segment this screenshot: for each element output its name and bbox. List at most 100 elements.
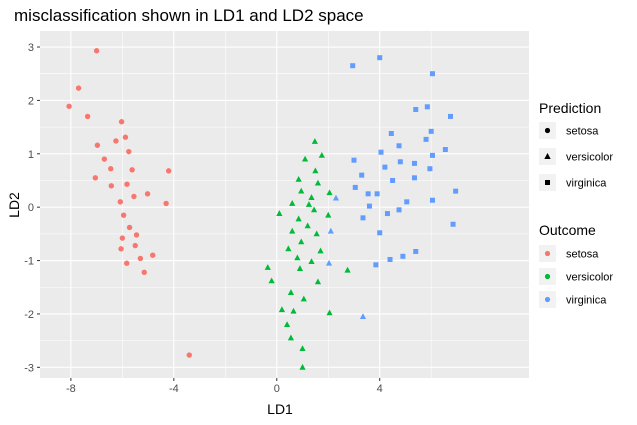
point-versicolor-pred-versicolor bbox=[300, 295, 307, 302]
point-setosa-pred-setosa bbox=[94, 142, 101, 148]
point-virginica-pred-virginica bbox=[423, 136, 429, 142]
point-versicolor-pred-versicolor bbox=[298, 187, 305, 194]
point-setosa-pred-setosa bbox=[101, 156, 108, 162]
point-versicolor-pred-versicolor bbox=[313, 230, 320, 237]
legend-outcome-label-virginica: virginica bbox=[566, 295, 607, 307]
point-setosa-pred-setosa bbox=[144, 191, 151, 197]
point-setosa-pred-setosa bbox=[131, 193, 137, 200]
point-virginica-pred-virginica bbox=[413, 248, 419, 254]
x-tick-label: 4 bbox=[377, 383, 383, 395]
point-setosa-pred-setosa bbox=[129, 167, 135, 173]
point-virginica-pred-virginica bbox=[400, 253, 406, 259]
x-tick-label: -8 bbox=[66, 383, 76, 395]
point-virginica-pred-virginica bbox=[450, 221, 456, 227]
point-virginica-pred-virginica bbox=[429, 71, 435, 77]
point-versicolor-pred-versicolor bbox=[314, 278, 322, 285]
point-virginica-pred-virginica bbox=[374, 191, 380, 197]
point-versicolor-pred-versicolor bbox=[299, 363, 306, 370]
point-virginica-pred-virginica bbox=[387, 256, 393, 262]
point-setosa-pred-setosa bbox=[126, 224, 133, 231]
point-virginica-pred-virginica bbox=[411, 160, 417, 166]
point-virginica-pred-virginica bbox=[429, 197, 435, 203]
point-virginica-pred-virginica bbox=[448, 113, 454, 119]
point-virginica-pred-virginica bbox=[404, 199, 410, 205]
y-tick-label: -3 bbox=[24, 362, 34, 374]
point-setosa-pred-setosa bbox=[118, 246, 124, 252]
point-versicolor-pred-versicolor bbox=[285, 245, 292, 252]
point-virginica-pred-virginica bbox=[390, 177, 396, 183]
point-versicolor-pred-versicolor bbox=[304, 222, 311, 229]
point-versicolor-pred-versicolor bbox=[295, 215, 302, 222]
point-virginica-pred-virginica bbox=[384, 211, 390, 217]
point-versicolor-pred-versicolor bbox=[301, 155, 309, 162]
point-setosa-pred-setosa bbox=[108, 183, 114, 189]
x-axis-title: LD1 bbox=[267, 401, 293, 417]
point-virginica-pred-virginica bbox=[373, 262, 379, 268]
point-versicolor-pred-versicolor bbox=[289, 227, 296, 234]
legend-triangle-icon bbox=[544, 153, 551, 159]
point-versicolor-pred-versicolor bbox=[308, 258, 315, 265]
point-virginica-pred-virginica bbox=[382, 164, 388, 170]
point-setosa-pred-setosa bbox=[118, 119, 125, 125]
legend-prediction-title: Prediction bbox=[539, 100, 601, 116]
point-setosa-pred-setosa bbox=[165, 168, 172, 174]
x-tick-label: 0 bbox=[274, 383, 280, 395]
point-versicolor-pred-versicolor bbox=[311, 138, 318, 144]
legend-outcome-label-setosa: setosa bbox=[566, 249, 599, 261]
point-setosa-pred-setosa bbox=[124, 181, 130, 187]
point-virginica-pred-virginica bbox=[427, 166, 433, 172]
point-setosa-pred-setosa bbox=[137, 255, 144, 262]
point-virginica-pred-virginica bbox=[388, 130, 394, 136]
point-virginica-pred-virginica bbox=[396, 143, 402, 149]
point-virginica-pred-virginica bbox=[350, 63, 356, 69]
point-versicolor-pred-versicolor bbox=[295, 176, 302, 182]
point-setosa-pred-setosa bbox=[126, 148, 132, 155]
y-tick-label: 0 bbox=[28, 202, 34, 214]
point-setosa-pred-setosa bbox=[133, 232, 140, 238]
point-versicolor-pred-versicolor bbox=[310, 206, 318, 213]
data-points bbox=[66, 48, 459, 370]
x-axis-ticks: -8 -4 0 4 bbox=[66, 378, 383, 395]
point-versicolor-pred-versicolor bbox=[325, 211, 332, 218]
legend-dot-virginica bbox=[544, 296, 551, 303]
point-setosa-pred-setosa bbox=[84, 113, 91, 120]
legend-outcome-title: Outcome bbox=[539, 222, 596, 238]
point-virginica-pred-versicolor bbox=[325, 259, 333, 266]
point-virginica-pred-virginica bbox=[453, 188, 459, 194]
point-versicolor-pred-versicolor bbox=[283, 321, 291, 328]
point-versicolor-pred-versicolor bbox=[344, 266, 351, 273]
point-setosa-pred-setosa bbox=[108, 166, 114, 172]
legend-outcome: Outcome setosa versicolor virginica bbox=[539, 222, 613, 308]
point-virginica-pred-virginica bbox=[413, 106, 419, 112]
y-tick-label: 1 bbox=[28, 149, 34, 161]
point-virginica-pred-virginica bbox=[359, 172, 365, 178]
point-virginica-pred-virginica bbox=[377, 55, 383, 61]
point-virginica-pred-versicolor bbox=[327, 227, 334, 234]
point-versicolor-pred-versicolor bbox=[298, 238, 305, 245]
point-versicolor-pred-versicolor bbox=[312, 167, 319, 174]
point-setosa-pred-setosa bbox=[120, 212, 127, 218]
y-tick-label: 3 bbox=[28, 42, 34, 54]
point-setosa-pred-setosa bbox=[117, 199, 123, 205]
point-versicolor-pred-versicolor bbox=[299, 345, 306, 352]
point-virginica-pred-virginica bbox=[396, 207, 402, 213]
point-setosa-pred-setosa bbox=[119, 235, 126, 241]
point-virginica-pred-virginica bbox=[378, 149, 384, 155]
point-virginica-pred-virginica bbox=[424, 104, 430, 110]
point-virginica-pred-virginica bbox=[397, 159, 403, 165]
point-versicolor-pred-versicolor bbox=[294, 254, 301, 261]
point-versicolor-pred-versicolor bbox=[287, 334, 295, 341]
point-virginica-pred-virginica bbox=[352, 184, 358, 190]
point-setosa-pred-setosa bbox=[66, 103, 72, 109]
point-versicolor-pred-versicolor bbox=[326, 309, 333, 316]
y-tick-label: -2 bbox=[24, 309, 34, 321]
legend-circle-icon bbox=[544, 127, 551, 134]
point-versicolor-pred-versicolor bbox=[305, 201, 313, 207]
legend-square-icon bbox=[545, 180, 550, 185]
point-versicolor-pred-versicolor bbox=[287, 289, 295, 295]
point-versicolor-pred-versicolor bbox=[308, 194, 315, 200]
legend-prediction: Prediction setosa versicolor virginica bbox=[539, 100, 613, 191]
y-tick-label: -1 bbox=[24, 256, 34, 268]
point-versicolor-pred-versicolor bbox=[290, 307, 297, 314]
legend-dot-setosa bbox=[544, 250, 551, 257]
